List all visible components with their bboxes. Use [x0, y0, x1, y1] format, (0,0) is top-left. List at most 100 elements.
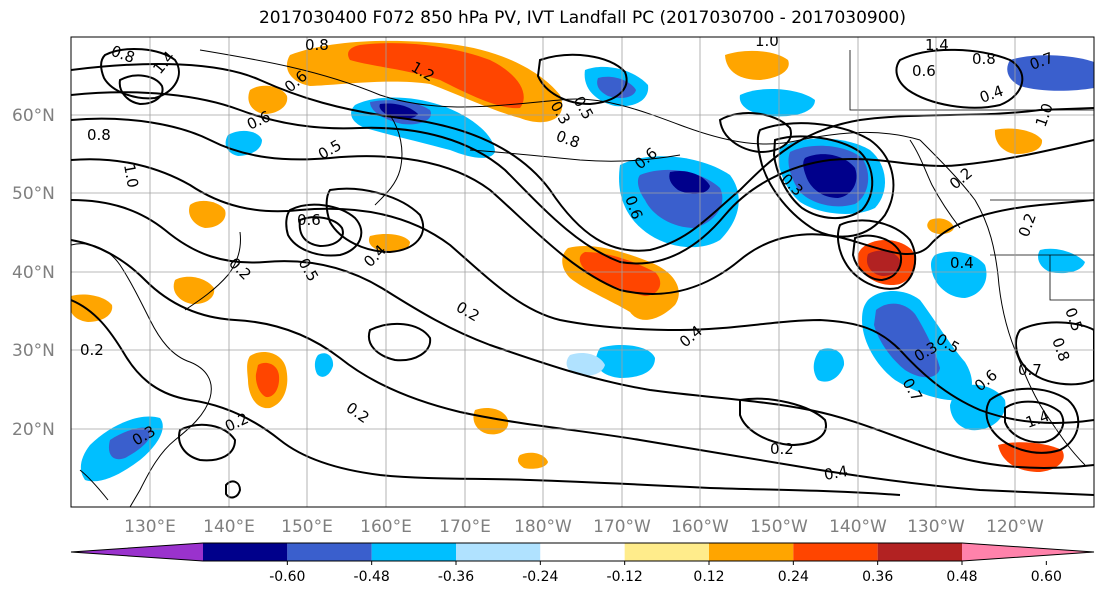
colorbar-extension-high — [962, 543, 1094, 561]
lon-label: 150°E — [281, 517, 333, 537]
lon-label: 130°W — [907, 517, 965, 537]
colorbar-tick-label: -0.36 — [438, 569, 474, 585]
border-line — [1049, 255, 1094, 301]
pv-negative-region — [596, 345, 655, 378]
borders — [849, 50, 1094, 301]
pv-positive-region — [248, 85, 288, 114]
pv-positive-region — [866, 250, 901, 276]
map-frame — [70, 36, 1095, 508]
contour-line — [739, 397, 827, 447]
colorbar-box — [624, 543, 709, 561]
contour-line — [71, 299, 901, 496]
contour-line — [325, 187, 425, 254]
colorbar-tick-label: 0.36 — [862, 569, 893, 585]
contour-label: 0.7 — [1018, 361, 1042, 379]
lon-label: 140°E — [203, 517, 255, 537]
colorbar-tick-label: 0.60 — [1031, 569, 1062, 585]
contour-line — [71, 117, 1094, 295]
pv-positive-region — [348, 43, 524, 109]
lon-label: 160°E — [360, 517, 412, 537]
colorbar-tick-label: 0.48 — [946, 569, 977, 585]
contour-label: 0.8 — [972, 50, 996, 68]
pv-positive-region — [189, 200, 226, 228]
pv-negative-region — [108, 427, 152, 460]
coastline-kamchatka — [374, 114, 403, 206]
colorbar-tick-label: -0.12 — [607, 569, 643, 585]
contour-line — [985, 387, 1080, 454]
colorbar-box — [287, 543, 372, 561]
pv-negative-region — [874, 303, 940, 378]
contour-line — [178, 423, 237, 462]
contour-line — [718, 112, 792, 154]
pv-negative-region — [566, 353, 605, 376]
colorbar-tick-label: -0.60 — [269, 569, 305, 585]
lon-label: 140°W — [829, 517, 887, 537]
colorbar-tick-label: 0.24 — [778, 569, 809, 585]
contour-label: 0.4 — [823, 462, 850, 484]
map-title: 2017030400 F072 850 hPa PV, IVT Landfall… — [258, 8, 906, 28]
latitude-axis: 60°N 50°N 40°N 30°N 20°N — [12, 106, 55, 440]
contour-label: 0.4 — [950, 254, 974, 272]
lat-label: 40°N — [12, 263, 55, 283]
coastline-aleutians — [469, 149, 681, 162]
contour-line — [71, 63, 1094, 252]
pv-positive-region — [579, 252, 661, 296]
coastline-alaska — [559, 98, 921, 145]
contour-line — [298, 216, 344, 248]
border-line — [849, 50, 1094, 111]
contour-label: 0.8 — [87, 126, 111, 144]
longitude-axis: 130°E 140°E 150°E 160°E 170°E 180°W 170°… — [124, 517, 1044, 537]
lat-label: 20°N — [12, 420, 55, 440]
colorbar-box — [877, 543, 962, 561]
pv-shading — [71, 40, 1094, 482]
colorbar-box — [709, 543, 794, 561]
lon-label: 170°E — [439, 517, 491, 537]
contour-line — [285, 203, 363, 257]
contour-line — [836, 219, 917, 290]
contour-line — [118, 74, 164, 106]
pv-positive-region — [368, 234, 410, 252]
lon-label: 180°W — [514, 517, 572, 537]
pv-negative-region — [1007, 55, 1094, 91]
colorbar-tick-label: 0.12 — [693, 569, 724, 585]
pv-negative-region — [314, 353, 334, 377]
lat-label: 30°N — [12, 341, 55, 361]
contour-line — [71, 239, 1094, 496]
colorbar-extension-low — [71, 543, 203, 561]
colorbar: -0.60 -0.48 -0.36 -0.24 -0.12 0.12 0.24 0.36 0.4… — [70, 542, 1095, 585]
pv-positive-region — [517, 452, 548, 469]
coastline-bc — [909, 139, 961, 229]
contour-label: 1.4 — [925, 36, 949, 54]
contour-label: 1.0 — [120, 163, 142, 190]
pv-negative-region — [739, 88, 815, 117]
contour-line — [536, 53, 628, 106]
ivt-contours — [71, 48, 1094, 499]
coastline-japan — [184, 231, 241, 311]
contour-label: 0.6 — [912, 62, 936, 80]
coastline-philippines — [79, 469, 109, 501]
pv-positive-region — [994, 128, 1043, 154]
colorbar-box — [793, 543, 878, 561]
contour-label: 0.8 — [305, 36, 329, 54]
contour-line — [895, 48, 1024, 109]
pv-positive-region — [71, 294, 113, 322]
contour-label: 1.0 — [755, 32, 779, 50]
lon-label: 160°W — [671, 517, 729, 537]
contour-line — [100, 48, 180, 100]
pv-positive-region — [255, 362, 280, 398]
pv-positive-region — [725, 50, 789, 80]
pv-positive-region — [473, 408, 509, 435]
contour-label: 0.2 — [770, 440, 794, 458]
colorbar-outline — [70, 542, 1095, 562]
colorbar-box — [371, 543, 456, 561]
contour-line — [1004, 400, 1065, 444]
lon-label: 170°W — [593, 517, 651, 537]
lon-label: 120°W — [986, 517, 1044, 537]
lon-label: 150°W — [750, 517, 808, 537]
contour-line — [71, 158, 1094, 424]
contour-label: 0.6 — [297, 211, 321, 229]
contour-line — [1015, 321, 1094, 386]
coastlines — [71, 49, 1086, 507]
lat-label: 60°N — [12, 106, 55, 126]
coastline-north-america — [919, 139, 1086, 466]
